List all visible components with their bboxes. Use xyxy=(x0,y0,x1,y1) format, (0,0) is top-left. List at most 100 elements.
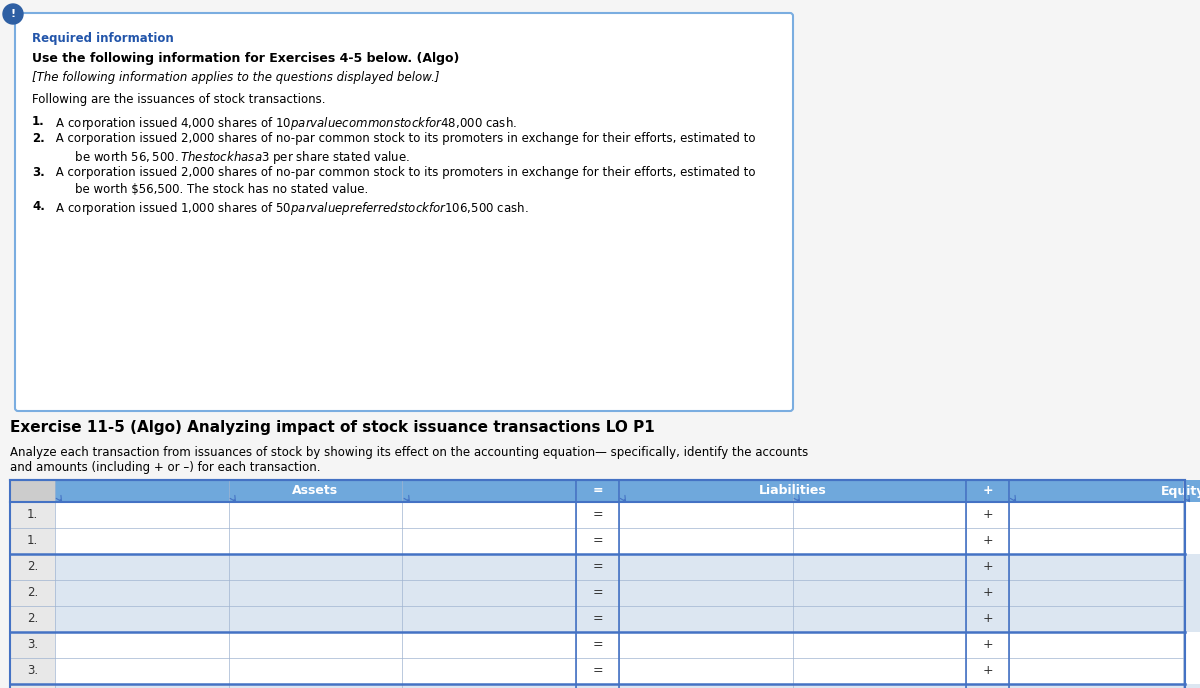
Bar xyxy=(966,580,1009,606)
Text: =: = xyxy=(592,665,602,678)
Bar xyxy=(55,480,576,502)
Bar xyxy=(402,632,576,658)
Bar xyxy=(1009,632,1183,658)
Text: Assets: Assets xyxy=(293,484,338,497)
Bar xyxy=(402,684,576,688)
Bar xyxy=(576,658,619,684)
Text: A corporation issued 2,000 shares of no-par common stock to its promoters in exc: A corporation issued 2,000 shares of no-… xyxy=(52,166,756,179)
Bar xyxy=(792,684,966,688)
Text: Liabilities: Liabilities xyxy=(758,484,827,497)
Bar xyxy=(55,606,228,632)
Bar xyxy=(55,632,228,658)
Bar xyxy=(1009,580,1183,606)
Text: +: + xyxy=(983,612,992,625)
Text: 2.: 2. xyxy=(26,586,38,599)
Text: =: = xyxy=(592,586,602,599)
Text: 1.: 1. xyxy=(26,508,38,522)
Text: +: + xyxy=(983,484,992,497)
Bar xyxy=(1183,606,1200,632)
Text: Following are the issuances of stock transactions.: Following are the issuances of stock tra… xyxy=(32,93,325,106)
Bar xyxy=(576,580,619,606)
Bar xyxy=(228,684,402,688)
Text: A corporation issued 2,000 shares of no-par common stock to its promoters in exc: A corporation issued 2,000 shares of no-… xyxy=(52,132,756,145)
Bar xyxy=(1183,684,1200,688)
Bar xyxy=(576,480,619,502)
Bar xyxy=(966,606,1009,632)
Bar xyxy=(55,580,228,606)
Bar xyxy=(402,658,576,684)
Bar xyxy=(792,658,966,684)
Text: Required information: Required information xyxy=(32,32,174,45)
Bar xyxy=(576,606,619,632)
Bar xyxy=(228,528,402,554)
Bar xyxy=(576,632,619,658)
Text: =: = xyxy=(592,638,602,652)
Bar xyxy=(402,606,576,632)
Bar xyxy=(1009,606,1183,632)
Bar xyxy=(966,632,1009,658)
Bar xyxy=(966,554,1009,580)
Bar xyxy=(1009,554,1183,580)
Bar xyxy=(1009,480,1200,502)
Bar xyxy=(1009,528,1183,554)
Bar xyxy=(1183,658,1200,684)
Bar xyxy=(576,502,619,528)
Bar xyxy=(228,580,402,606)
Bar xyxy=(55,502,228,528)
Text: !: ! xyxy=(11,9,16,19)
Bar xyxy=(619,480,966,502)
Bar xyxy=(576,528,619,554)
Bar xyxy=(1009,684,1183,688)
Bar xyxy=(619,658,792,684)
Bar xyxy=(55,658,228,684)
Text: =: = xyxy=(592,612,602,625)
Text: +: + xyxy=(983,508,992,522)
Text: 3.: 3. xyxy=(26,638,38,652)
Text: 2.: 2. xyxy=(26,612,38,625)
Text: 2.: 2. xyxy=(26,561,38,574)
Bar xyxy=(1009,658,1183,684)
Bar xyxy=(1183,528,1200,554)
Text: +: + xyxy=(983,665,992,678)
Text: 1.: 1. xyxy=(26,535,38,548)
Text: Use the following information for Exercises 4-5 below. (Algo): Use the following information for Exerci… xyxy=(32,52,460,65)
Bar xyxy=(792,580,966,606)
Bar xyxy=(228,606,402,632)
Text: 1.: 1. xyxy=(32,115,44,128)
Text: Exercise 11-5 (Algo) Analyzing impact of stock issuance transactions LO P1: Exercise 11-5 (Algo) Analyzing impact of… xyxy=(10,420,655,435)
Text: +: + xyxy=(983,586,992,599)
Bar xyxy=(10,502,55,528)
Text: [The following information applies to the questions displayed below.]: [The following information applies to th… xyxy=(32,71,439,84)
Bar xyxy=(55,528,228,554)
Bar xyxy=(1183,632,1200,658)
Bar xyxy=(966,502,1009,528)
Bar xyxy=(619,684,792,688)
Circle shape xyxy=(2,4,23,24)
Bar xyxy=(10,528,55,554)
Text: 3.: 3. xyxy=(32,166,44,179)
Bar xyxy=(619,606,792,632)
Bar xyxy=(619,554,792,580)
Bar xyxy=(228,632,402,658)
Text: =: = xyxy=(592,561,602,574)
Bar xyxy=(228,554,402,580)
Bar xyxy=(228,502,402,528)
Bar xyxy=(10,580,55,606)
Bar xyxy=(619,502,792,528)
Bar xyxy=(792,632,966,658)
Bar xyxy=(966,528,1009,554)
Bar xyxy=(10,480,1186,688)
Bar xyxy=(10,606,55,632)
Bar xyxy=(228,658,402,684)
Bar xyxy=(792,528,966,554)
Bar xyxy=(55,684,228,688)
Text: 3.: 3. xyxy=(26,665,38,678)
Bar xyxy=(619,580,792,606)
Bar xyxy=(792,554,966,580)
Bar xyxy=(1183,502,1200,528)
Text: =: = xyxy=(592,535,602,548)
Bar xyxy=(1183,580,1200,606)
Bar xyxy=(10,554,55,580)
Bar xyxy=(55,554,228,580)
Text: be worth $56,500. The stock has a $3 per share stated value.: be worth $56,500. The stock has a $3 per… xyxy=(60,149,409,166)
